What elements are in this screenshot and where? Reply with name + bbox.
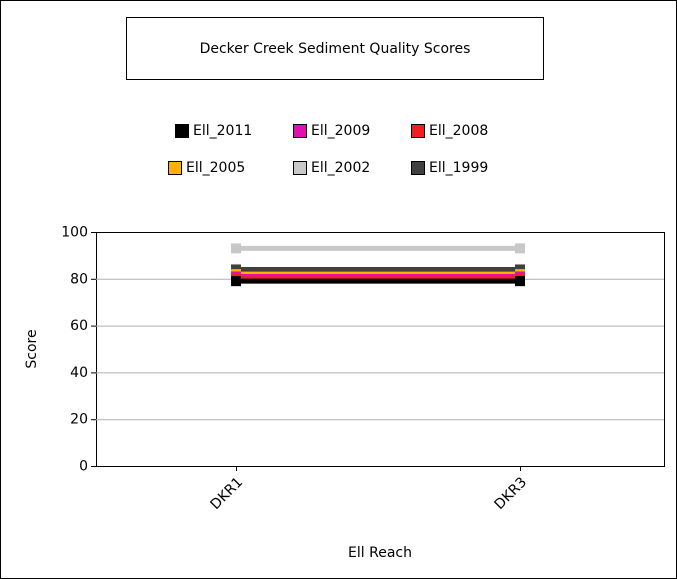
legend-swatch bbox=[175, 124, 189, 138]
y-tick-label: 60 bbox=[70, 318, 88, 334]
title-box bbox=[126, 17, 544, 80]
legend-swatch bbox=[411, 161, 425, 175]
series-marker bbox=[515, 243, 525, 254]
legend-label: Ell_2011 bbox=[193, 123, 252, 139]
legend-label: Ell_2005 bbox=[186, 160, 245, 176]
y-tick-label: 0 bbox=[79, 459, 88, 475]
legend-swatch bbox=[411, 124, 425, 138]
y-tick-label: 80 bbox=[70, 271, 88, 287]
x-axis-label: Ell Reach bbox=[348, 545, 412, 561]
y-tick-label: 100 bbox=[61, 225, 88, 241]
legend-label: Ell_2009 bbox=[311, 123, 370, 139]
y-axis-label: Score bbox=[24, 329, 40, 368]
legend-label: Ell_2002 bbox=[311, 160, 370, 176]
y-tick-label: 40 bbox=[70, 365, 88, 381]
legend-swatch bbox=[293, 161, 307, 175]
chart-title: Decker Creek Sediment Quality Scores bbox=[200, 41, 471, 57]
legend-swatch bbox=[168, 161, 182, 175]
series-marker bbox=[231, 276, 241, 287]
legend-swatch bbox=[293, 124, 307, 138]
legend-label: Ell_1999 bbox=[429, 160, 488, 176]
legend-label: Ell_2008 bbox=[429, 123, 488, 139]
series-marker bbox=[231, 243, 241, 254]
y-tick-label: 20 bbox=[70, 412, 88, 428]
series-marker bbox=[515, 276, 525, 287]
